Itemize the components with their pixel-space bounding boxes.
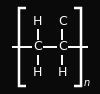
Text: H: H (33, 66, 42, 79)
Text: n: n (83, 78, 90, 88)
Text: C: C (58, 15, 67, 28)
Text: H: H (33, 15, 42, 28)
Text: H: H (57, 66, 67, 79)
Text: C: C (58, 41, 67, 53)
Text: C: C (33, 41, 42, 53)
